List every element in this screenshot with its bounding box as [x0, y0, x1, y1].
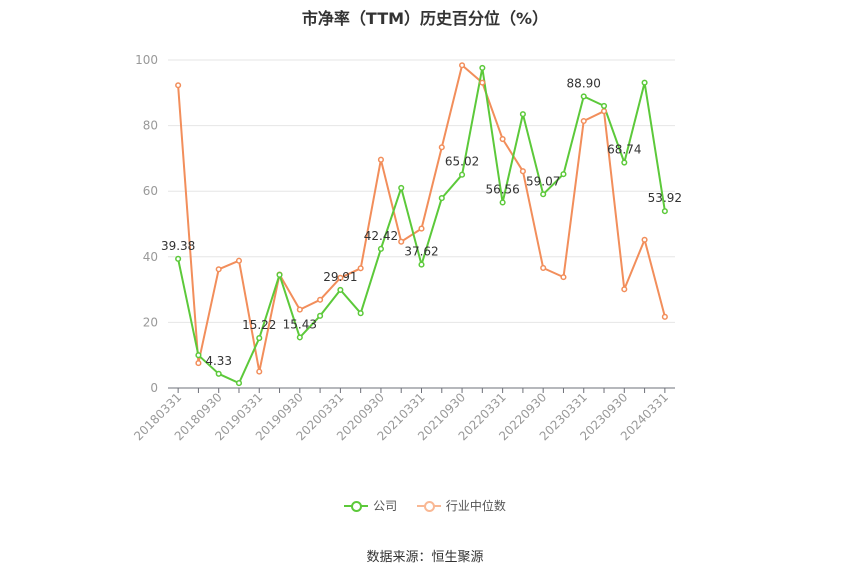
data-point-industry-median — [438, 144, 445, 151]
data-point-company — [499, 199, 506, 206]
y-tick-label: 0 — [150, 381, 158, 395]
legend-item-industry-median[interactable]: 行业中位数 — [416, 497, 506, 514]
data-point-industry-median — [398, 238, 405, 245]
legend-label-industry-median: 行业中位数 — [445, 499, 506, 513]
data-point-industry-median — [337, 274, 344, 281]
data-point-company — [276, 271, 283, 278]
data-point-company — [438, 195, 445, 202]
data-point-company — [418, 261, 425, 268]
chart-legend: 公司 行业中位数 — [0, 497, 850, 515]
data-label: 29.91 — [323, 270, 357, 284]
data-point-industry-median — [377, 156, 384, 163]
y-tick-label: 60 — [143, 184, 158, 198]
data-point-company — [600, 102, 608, 109]
legend-swatch-industry-median — [416, 500, 441, 512]
data-point-industry-median — [296, 306, 303, 313]
data-point-industry-median — [256, 368, 263, 375]
y-tick-label: 20 — [143, 315, 158, 329]
data-point-industry-median — [195, 360, 202, 367]
data-point-industry-median — [641, 236, 648, 243]
data-label: 42.42 — [364, 229, 398, 243]
data-point-company — [215, 370, 222, 377]
data-point-company — [661, 208, 668, 215]
chart-title: 市净率（TTM）历史百分位（%） — [301, 9, 549, 28]
data-label: 59.07 — [526, 174, 560, 188]
data-label: 37.62 — [404, 245, 438, 259]
data-point-industry-median — [215, 266, 222, 273]
data-point-company — [175, 255, 182, 262]
data-point-company — [519, 111, 526, 118]
y-tick-label: 40 — [143, 250, 158, 264]
data-point-company — [641, 79, 648, 86]
data-point-company — [398, 184, 405, 191]
data-point-industry-median — [479, 79, 486, 86]
data-point-company — [459, 171, 466, 178]
data-point-industry-median — [235, 257, 243, 264]
data-point-company — [256, 335, 263, 342]
data-point-company — [560, 171, 567, 178]
data-label: 15.43 — [283, 317, 317, 331]
data-label: 39.38 — [161, 239, 195, 253]
legend-label-company: 公司 — [373, 499, 398, 513]
data-point-industry-median — [560, 274, 567, 281]
data-point-industry-median — [661, 313, 668, 320]
data-point-company — [540, 191, 547, 198]
legend-item-company[interactable]: 公司 — [344, 497, 397, 514]
data-point-company — [235, 380, 243, 387]
data-point-industry-median — [621, 286, 628, 293]
data-point-industry-median — [357, 265, 364, 272]
data-label: 53.92 — [648, 191, 682, 205]
data-source-note: 数据来源：恒生聚源 — [366, 550, 484, 565]
data-point-company — [621, 159, 628, 166]
data-point-industry-median — [519, 168, 526, 175]
data-point-company — [195, 352, 202, 359]
y-tick-label: 100 — [135, 53, 158, 67]
data-point-industry-median — [499, 135, 506, 143]
data-point-industry-median — [317, 296, 324, 303]
data-label: 68.74 — [607, 143, 641, 157]
legend-swatch-company — [344, 500, 369, 512]
data-label: 65.02 — [445, 155, 479, 169]
data-point-company — [357, 310, 364, 317]
data-label: 15.22 — [242, 318, 276, 332]
data-point-company — [317, 312, 324, 319]
y-tick-label: 80 — [143, 119, 158, 133]
data-point-company — [296, 334, 303, 341]
data-point-company — [377, 245, 384, 252]
data-point-industry-median — [459, 62, 466, 69]
data-point-company — [479, 64, 486, 71]
data-point-industry-median — [540, 264, 547, 272]
data-point-company — [580, 93, 587, 100]
data-point-industry-median — [600, 108, 608, 115]
data-point-industry-median — [580, 117, 587, 125]
data-label: 88.90 — [567, 76, 601, 90]
data-label: 56.56 — [485, 182, 519, 196]
data-label: 4.33 — [205, 354, 232, 368]
data-point-company — [337, 286, 344, 293]
data-point-industry-median — [175, 82, 182, 89]
data-point-industry-median — [418, 225, 425, 232]
